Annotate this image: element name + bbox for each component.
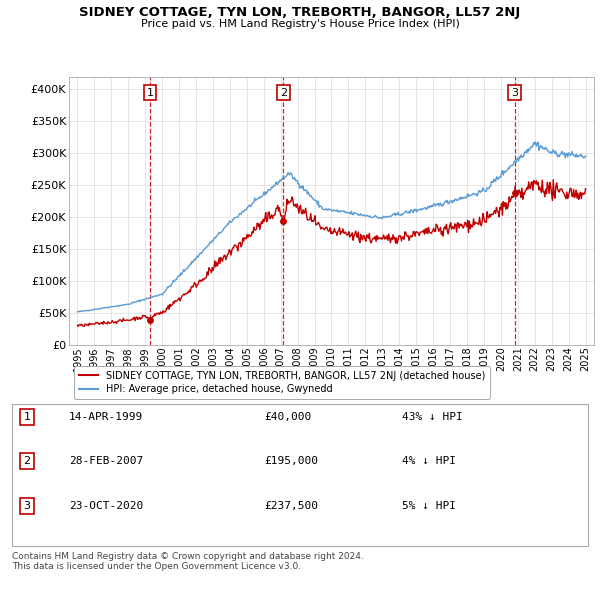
Text: 4% ↓ HPI: 4% ↓ HPI <box>402 457 456 466</box>
Text: 2: 2 <box>23 457 31 466</box>
Text: 43% ↓ HPI: 43% ↓ HPI <box>402 412 463 422</box>
Legend: SIDNEY COTTAGE, TYN LON, TREBORTH, BANGOR, LL57 2NJ (detached house), HPI: Avera: SIDNEY COTTAGE, TYN LON, TREBORTH, BANGO… <box>74 366 490 399</box>
Text: Contains HM Land Registry data © Crown copyright and database right 2024.
This d: Contains HM Land Registry data © Crown c… <box>12 552 364 571</box>
Text: 28-FEB-2007: 28-FEB-2007 <box>69 457 143 466</box>
Text: £40,000: £40,000 <box>264 412 311 422</box>
Text: Price paid vs. HM Land Registry's House Price Index (HPI): Price paid vs. HM Land Registry's House … <box>140 19 460 29</box>
Text: 14-APR-1999: 14-APR-1999 <box>69 412 143 422</box>
Text: 1: 1 <box>146 88 154 98</box>
Text: £195,000: £195,000 <box>264 457 318 466</box>
Text: SIDNEY COTTAGE, TYN LON, TREBORTH, BANGOR, LL57 2NJ: SIDNEY COTTAGE, TYN LON, TREBORTH, BANGO… <box>79 6 521 19</box>
Text: 5% ↓ HPI: 5% ↓ HPI <box>402 501 456 510</box>
Text: 2: 2 <box>280 88 287 98</box>
Text: 1: 1 <box>23 412 31 422</box>
Text: 3: 3 <box>23 501 31 510</box>
Text: 23-OCT-2020: 23-OCT-2020 <box>69 501 143 510</box>
Text: 3: 3 <box>511 88 518 98</box>
Text: £237,500: £237,500 <box>264 501 318 510</box>
